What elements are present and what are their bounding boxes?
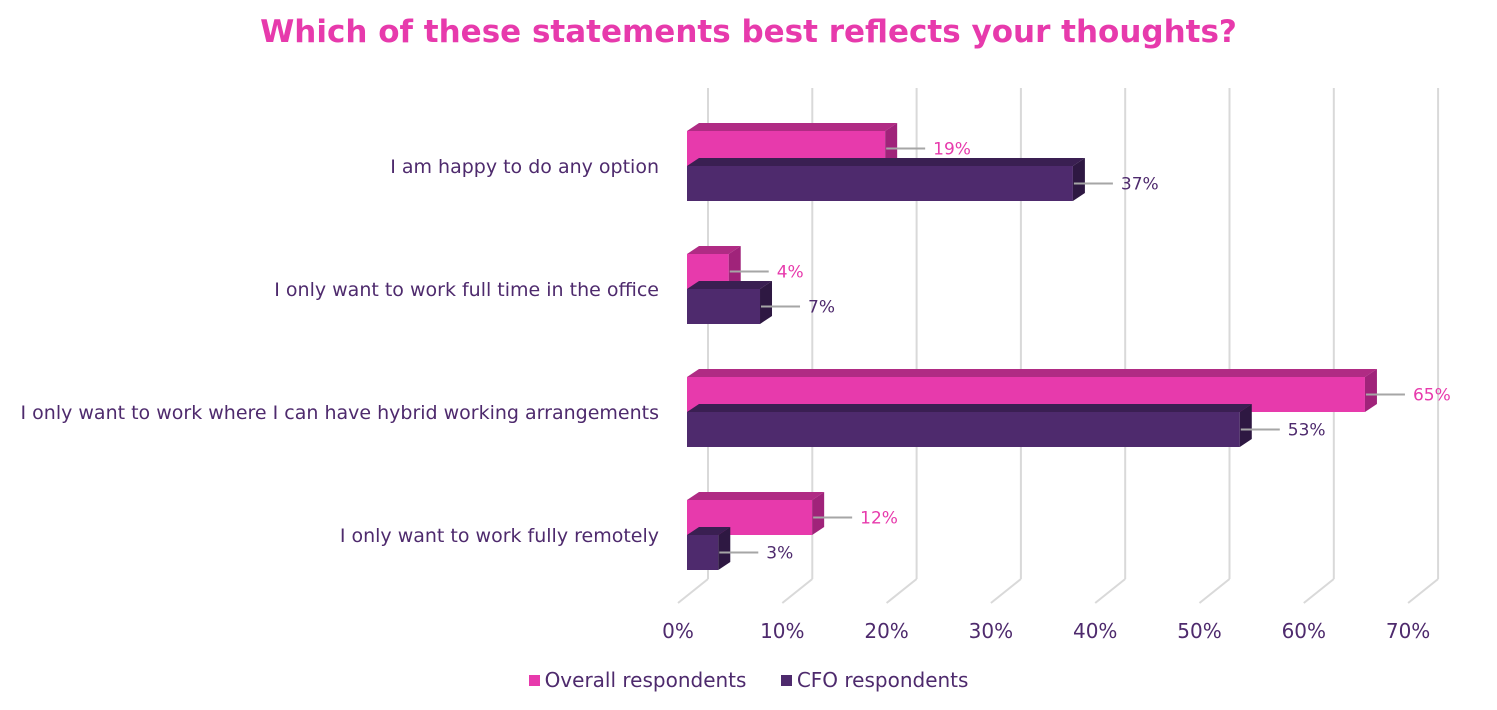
legend-item-overall: Overall respondents bbox=[528, 668, 747, 692]
bar-side-face bbox=[728, 246, 741, 289]
bar-side-face bbox=[760, 281, 773, 324]
legend-label-overall: Overall respondents bbox=[544, 668, 747, 692]
grid-floor-line bbox=[990, 578, 1022, 604]
category-labels: I am happy to do any option I only want t… bbox=[21, 156, 659, 547]
data-labels: 19% 37% 4%7% 65% 53% 12% 3% bbox=[719, 140, 1451, 564]
bar-top-face bbox=[687, 492, 825, 500]
bar-side-face bbox=[1072, 158, 1085, 201]
category-label: I only want to work where I can have hyb… bbox=[21, 402, 659, 424]
bar-top-face bbox=[687, 369, 1377, 377]
grid-floor-line bbox=[1094, 578, 1126, 604]
bar-top-face bbox=[687, 123, 898, 131]
x-tick-label: 70% bbox=[1386, 619, 1430, 643]
data-label: 19% bbox=[933, 140, 971, 160]
bar-top-face bbox=[687, 404, 1252, 412]
bar-chart: 19% 37% 4%7% 65% 53% 12% 3% I am happy to do a… bbox=[21, 88, 1451, 643]
data-label: 53% bbox=[1288, 421, 1326, 441]
bar-cfo bbox=[687, 289, 761, 324]
category-label: I only want to work fully remotely bbox=[340, 525, 659, 547]
bar-cfo bbox=[687, 535, 719, 570]
bar-cfo bbox=[687, 412, 1240, 447]
grid-floor-line bbox=[677, 578, 709, 604]
data-label: 37% bbox=[1121, 175, 1159, 195]
grid-floor-line bbox=[1198, 578, 1231, 604]
category-label: I only want to work full time in the off… bbox=[274, 279, 659, 301]
bar-side-face bbox=[885, 123, 898, 166]
bar-top-face bbox=[687, 527, 731, 535]
x-tick-label: 10% bbox=[760, 619, 804, 643]
data-label: 3% bbox=[766, 544, 793, 564]
bar-side-face bbox=[1364, 369, 1377, 412]
legend-swatch-cfo bbox=[780, 675, 792, 686]
x-tick-label: 40% bbox=[1073, 619, 1117, 643]
x-tick-label: 20% bbox=[864, 619, 908, 643]
x-tick-label: 30% bbox=[969, 619, 1013, 643]
grid-floor-line bbox=[1407, 578, 1439, 604]
data-label: 7% bbox=[808, 298, 835, 318]
grid-floor-line bbox=[885, 578, 918, 604]
x-tick-label: 50% bbox=[1177, 619, 1221, 643]
bar-cfo bbox=[687, 166, 1073, 201]
legend-swatch-overall bbox=[528, 675, 540, 686]
chart-title: Which of these statements best reflects … bbox=[260, 14, 1237, 50]
bar-side-face bbox=[718, 527, 731, 570]
bar-side-face bbox=[1239, 404, 1252, 447]
bar-side-face bbox=[812, 492, 825, 535]
data-label: 4% bbox=[777, 263, 804, 283]
bar-top-face bbox=[687, 246, 741, 254]
x-tick-label: 60% bbox=[1282, 619, 1326, 643]
category-label: I am happy to do any option bbox=[390, 156, 659, 178]
data-label: 65% bbox=[1413, 386, 1451, 406]
x-axis-tick-labels: 0% 10% 20% 30% 40% 50% 60% 70% bbox=[662, 619, 1430, 643]
data-label: 12% bbox=[860, 509, 898, 529]
legend-item-cfo: CFO respondents bbox=[780, 668, 969, 692]
grid-floor-line bbox=[1303, 578, 1335, 604]
bar-top-face bbox=[687, 158, 1085, 166]
bar-series bbox=[687, 123, 1377, 570]
legend-label-cfo: CFO respondents bbox=[796, 668, 969, 692]
legend: Overall respondents CFO respondents bbox=[0, 668, 1497, 692]
grid-floor-line bbox=[781, 578, 813, 604]
x-tick-label: 0% bbox=[662, 619, 694, 643]
bar-top-face bbox=[687, 281, 773, 289]
